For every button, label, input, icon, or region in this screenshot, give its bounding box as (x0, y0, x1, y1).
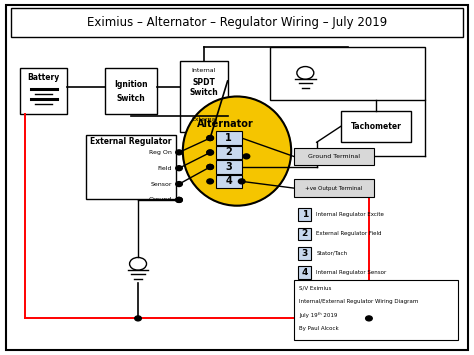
Circle shape (207, 136, 213, 141)
Bar (293, 179, 374, 197)
Bar (298, 228, 311, 240)
Bar (298, 208, 311, 221)
Text: July 19ᵗʰ 2019: July 19ᵗʰ 2019 (299, 312, 337, 318)
Bar (216, 146, 242, 159)
Bar (298, 266, 311, 279)
Bar (293, 148, 374, 165)
Bar (270, 47, 426, 100)
Text: External: External (191, 116, 217, 121)
Text: Switch: Switch (117, 94, 146, 103)
Circle shape (207, 164, 213, 169)
Text: 1: 1 (302, 210, 308, 219)
Bar (86, 135, 176, 199)
Circle shape (207, 179, 213, 184)
Bar (216, 131, 242, 145)
Text: Eximius – Alternator – Regulator Wiring – July 2019: Eximius – Alternator – Regulator Wiring … (87, 16, 387, 29)
Circle shape (243, 154, 250, 159)
Bar (293, 280, 458, 339)
Text: 3: 3 (225, 162, 232, 172)
Bar (20, 68, 67, 114)
Circle shape (176, 197, 182, 202)
Circle shape (207, 150, 213, 155)
Text: Internal Regulator Excite: Internal Regulator Excite (316, 212, 384, 217)
Text: Ignition: Ignition (114, 80, 148, 89)
Circle shape (207, 164, 213, 169)
Circle shape (176, 166, 182, 171)
Text: Reg On: Reg On (149, 150, 172, 155)
Ellipse shape (183, 97, 291, 206)
Text: Field: Field (157, 166, 172, 171)
Text: Switch: Switch (190, 88, 219, 98)
Text: +ve Output Terminal: +ve Output Terminal (305, 186, 362, 191)
Text: External Regulator: External Regulator (90, 137, 172, 146)
Text: SPDT: SPDT (192, 78, 216, 87)
Circle shape (365, 316, 372, 321)
Circle shape (176, 197, 182, 202)
Circle shape (176, 182, 182, 186)
Text: 4: 4 (301, 268, 308, 277)
Text: By Paul Alcock: By Paul Alcock (299, 326, 339, 331)
Bar (216, 160, 242, 174)
Text: Ground: Ground (149, 197, 172, 202)
Text: 4: 4 (225, 176, 232, 186)
Text: 2: 2 (225, 147, 232, 158)
Text: Sensor: Sensor (150, 181, 172, 186)
Bar (216, 175, 242, 188)
Text: Alternator: Alternator (197, 119, 254, 129)
Text: Ground Terminal: Ground Terminal (308, 154, 360, 159)
Circle shape (176, 150, 182, 155)
Text: Tachometer: Tachometer (351, 122, 401, 131)
Bar (181, 61, 228, 132)
Text: 3: 3 (302, 249, 308, 258)
Bar (341, 110, 411, 142)
Circle shape (207, 150, 213, 155)
Text: 2: 2 (302, 229, 308, 238)
Circle shape (135, 316, 141, 321)
Text: Internal/External Regulator Wiring Diagram: Internal/External Regulator Wiring Diagr… (299, 299, 419, 304)
Text: S/V Eximius: S/V Eximius (299, 286, 332, 291)
Circle shape (207, 136, 213, 141)
Text: 1: 1 (225, 133, 232, 143)
Bar (298, 247, 311, 260)
Text: External Regulator Field: External Regulator Field (316, 231, 382, 236)
Text: Internal: Internal (192, 68, 216, 73)
Circle shape (238, 179, 245, 184)
Text: Internal Regulator Sensor: Internal Regulator Sensor (316, 270, 386, 275)
Text: Stator/Tach: Stator/Tach (316, 251, 347, 256)
Bar (11, 9, 463, 37)
Bar (105, 68, 157, 114)
Text: Battery: Battery (27, 73, 60, 82)
